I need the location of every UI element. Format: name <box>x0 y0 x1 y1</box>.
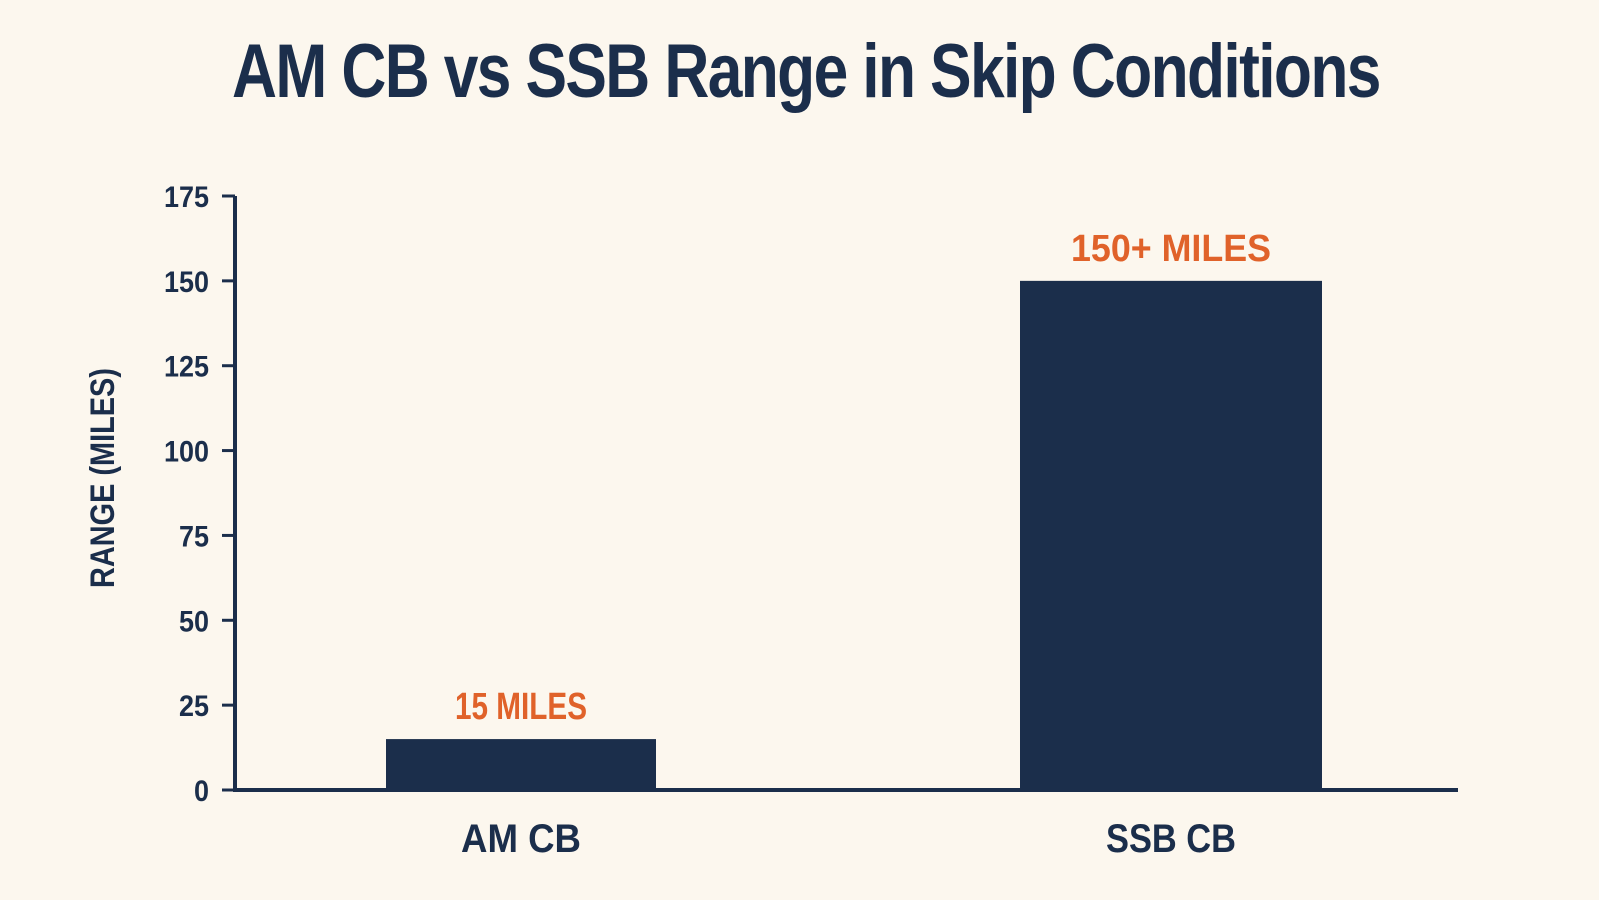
data-label: 15 MILES <box>455 686 587 728</box>
x-category-label: AM CB <box>461 817 581 861</box>
bar-am-cb <box>386 739 656 790</box>
x-category-label: SSB CB <box>1106 817 1236 861</box>
y-tick-label: 50 <box>179 605 209 638</box>
chart-title: AM CB vs SSB Range in Skip Conditions <box>232 29 1381 114</box>
bar-ssb-cb <box>1020 280 1322 790</box>
y-tick-label: 25 <box>179 690 209 723</box>
y-tick-label: 100 <box>164 436 209 469</box>
y-tick-label: 0 <box>194 775 209 808</box>
y-tick-label: 125 <box>164 351 209 384</box>
y-tick-label: 150 <box>164 266 209 299</box>
y-axis-title: RANGE (MILES) <box>83 368 122 588</box>
y-tick-label: 175 <box>164 181 209 214</box>
y-tick-label: 75 <box>179 520 209 553</box>
data-label: 150+ MILES <box>1071 228 1271 270</box>
